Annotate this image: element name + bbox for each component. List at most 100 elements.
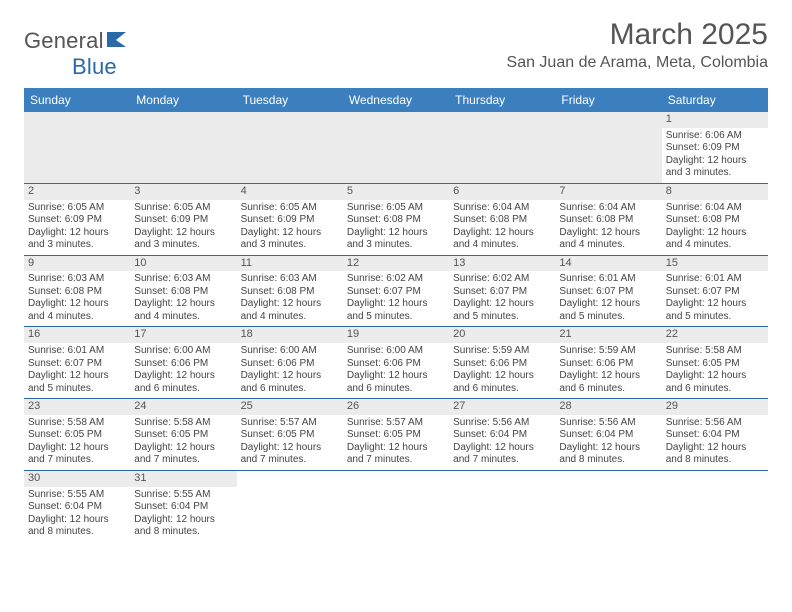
day-cell: 2Sunrise: 6:05 AMSunset: 6:09 PMDaylight…: [24, 184, 130, 255]
day-cell: 20Sunrise: 5:59 AMSunset: 6:06 PMDayligh…: [449, 327, 555, 398]
day-of-week-header: SundayMondayTuesdayWednesdayThursdayFrid…: [24, 88, 768, 112]
sunrise-line: Sunrise: 6:00 AM: [347, 345, 445, 358]
sunset-line: Sunset: 6:07 PM: [347, 286, 445, 299]
day-cell: 25Sunrise: 5:57 AMSunset: 6:05 PMDayligh…: [237, 399, 343, 470]
calendar-document: GeneralBlue March 2025 San Juan de Arama…: [0, 0, 792, 542]
daylight-line: Daylight: 12 hours and 3 minutes.: [134, 227, 232, 252]
day-number: 7: [555, 184, 661, 200]
day-cell: 8Sunrise: 6:04 AMSunset: 6:08 PMDaylight…: [662, 184, 768, 255]
sunrise-line: Sunrise: 5:58 AM: [28, 417, 126, 430]
day-cell: 14Sunrise: 6:01 AMSunset: 6:07 PMDayligh…: [555, 256, 661, 327]
sunrise-line: Sunrise: 6:01 AM: [28, 345, 126, 358]
daylight-line: Daylight: 12 hours and 3 minutes.: [347, 227, 445, 252]
day-cell: [343, 112, 449, 183]
day-number: 23: [24, 399, 130, 415]
sunrise-line: Sunrise: 6:01 AM: [559, 273, 657, 286]
logo-text-1: General: [24, 28, 104, 53]
day-cell: 12Sunrise: 6:02 AMSunset: 6:07 PMDayligh…: [343, 256, 449, 327]
sunrise-line: Sunrise: 5:58 AM: [134, 417, 232, 430]
day-cell: 30Sunrise: 5:55 AMSunset: 6:04 PMDayligh…: [24, 471, 130, 542]
day-cell: [343, 471, 449, 542]
day-number: 1: [662, 112, 768, 128]
day-cell: [130, 112, 236, 183]
daylight-line: Daylight: 12 hours and 6 minutes.: [559, 370, 657, 395]
day-cell: 4Sunrise: 6:05 AMSunset: 6:09 PMDaylight…: [237, 184, 343, 255]
day-number: 15: [662, 256, 768, 272]
sunrise-line: Sunrise: 6:05 AM: [134, 202, 232, 215]
sunset-line: Sunset: 6:07 PM: [666, 286, 764, 299]
day-cell: 28Sunrise: 5:56 AMSunset: 6:04 PMDayligh…: [555, 399, 661, 470]
flag-icon: [106, 30, 128, 48]
sunset-line: Sunset: 6:08 PM: [666, 214, 764, 227]
daylight-line: Daylight: 12 hours and 5 minutes.: [347, 298, 445, 323]
day-cell: [449, 471, 555, 542]
sunset-line: Sunset: 6:07 PM: [453, 286, 551, 299]
day-cell: 1Sunrise: 6:06 AMSunset: 6:09 PMDaylight…: [662, 112, 768, 183]
sunrise-line: Sunrise: 5:55 AM: [134, 489, 232, 502]
sunrise-line: Sunrise: 5:59 AM: [453, 345, 551, 358]
logo: GeneralBlue: [24, 18, 128, 80]
daylight-line: Daylight: 12 hours and 4 minutes.: [28, 298, 126, 323]
daylight-line: Daylight: 12 hours and 4 minutes.: [241, 298, 339, 323]
location: San Juan de Arama, Meta, Colombia: [507, 54, 768, 72]
day-cell: 13Sunrise: 6:02 AMSunset: 6:07 PMDayligh…: [449, 256, 555, 327]
day-cell: 29Sunrise: 5:56 AMSunset: 6:04 PMDayligh…: [662, 399, 768, 470]
day-cell: 10Sunrise: 6:03 AMSunset: 6:08 PMDayligh…: [130, 256, 236, 327]
sunrise-line: Sunrise: 6:01 AM: [666, 273, 764, 286]
day-number: 12: [343, 256, 449, 272]
sunset-line: Sunset: 6:06 PM: [241, 358, 339, 371]
sunset-line: Sunset: 6:06 PM: [134, 358, 232, 371]
daylight-line: Daylight: 12 hours and 5 minutes.: [28, 370, 126, 395]
day-number: 19: [343, 327, 449, 343]
sunrise-line: Sunrise: 5:55 AM: [28, 489, 126, 502]
daylight-line: Daylight: 12 hours and 6 minutes.: [666, 370, 764, 395]
day-cell: [555, 112, 661, 183]
sunset-line: Sunset: 6:06 PM: [347, 358, 445, 371]
sunset-line: Sunset: 6:07 PM: [28, 358, 126, 371]
daylight-line: Daylight: 12 hours and 7 minutes.: [28, 442, 126, 467]
daylight-line: Daylight: 12 hours and 4 minutes.: [453, 227, 551, 252]
sunrise-line: Sunrise: 6:05 AM: [28, 202, 126, 215]
day-cell: 3Sunrise: 6:05 AMSunset: 6:09 PMDaylight…: [130, 184, 236, 255]
header-row: GeneralBlue March 2025 San Juan de Arama…: [24, 18, 768, 80]
title-block: March 2025 San Juan de Arama, Meta, Colo…: [507, 18, 768, 72]
day-cell: 17Sunrise: 6:00 AMSunset: 6:06 PMDayligh…: [130, 327, 236, 398]
day-cell: 23Sunrise: 5:58 AMSunset: 6:05 PMDayligh…: [24, 399, 130, 470]
sunrise-line: Sunrise: 6:04 AM: [453, 202, 551, 215]
daylight-line: Daylight: 12 hours and 3 minutes.: [666, 155, 764, 180]
day-number: 11: [237, 256, 343, 272]
day-number: 21: [555, 327, 661, 343]
dow-cell: Monday: [130, 88, 236, 112]
sunset-line: Sunset: 6:04 PM: [453, 429, 551, 442]
daylight-line: Daylight: 12 hours and 8 minutes.: [666, 442, 764, 467]
daylight-line: Daylight: 12 hours and 5 minutes.: [559, 298, 657, 323]
sunrise-line: Sunrise: 6:00 AM: [241, 345, 339, 358]
sunrise-line: Sunrise: 6:05 AM: [241, 202, 339, 215]
sunrise-line: Sunrise: 6:03 AM: [134, 273, 232, 286]
daylight-line: Daylight: 12 hours and 6 minutes.: [134, 370, 232, 395]
sunset-line: Sunset: 6:05 PM: [347, 429, 445, 442]
dow-cell: Friday: [555, 88, 661, 112]
day-number: 4: [237, 184, 343, 200]
day-number: 26: [343, 399, 449, 415]
day-cell: 22Sunrise: 5:58 AMSunset: 6:05 PMDayligh…: [662, 327, 768, 398]
week-row: 2Sunrise: 6:05 AMSunset: 6:09 PMDaylight…: [24, 184, 768, 256]
day-number: 25: [237, 399, 343, 415]
daylight-line: Daylight: 12 hours and 8 minutes.: [134, 514, 232, 539]
sunrise-line: Sunrise: 5:57 AM: [241, 417, 339, 430]
sunrise-line: Sunrise: 6:02 AM: [453, 273, 551, 286]
sunrise-line: Sunrise: 6:02 AM: [347, 273, 445, 286]
day-cell: 31Sunrise: 5:55 AMSunset: 6:04 PMDayligh…: [130, 471, 236, 542]
day-number: 29: [662, 399, 768, 415]
sunset-line: Sunset: 6:05 PM: [134, 429, 232, 442]
daylight-line: Daylight: 12 hours and 4 minutes.: [666, 227, 764, 252]
dow-cell: Sunday: [24, 88, 130, 112]
day-number: 27: [449, 399, 555, 415]
logo-text: GeneralBlue: [24, 28, 128, 80]
sunrise-line: Sunrise: 6:03 AM: [241, 273, 339, 286]
day-number: 5: [343, 184, 449, 200]
daylight-line: Daylight: 12 hours and 3 minutes.: [28, 227, 126, 252]
day-cell: 7Sunrise: 6:04 AMSunset: 6:08 PMDaylight…: [555, 184, 661, 255]
sunset-line: Sunset: 6:08 PM: [559, 214, 657, 227]
day-number: 3: [130, 184, 236, 200]
